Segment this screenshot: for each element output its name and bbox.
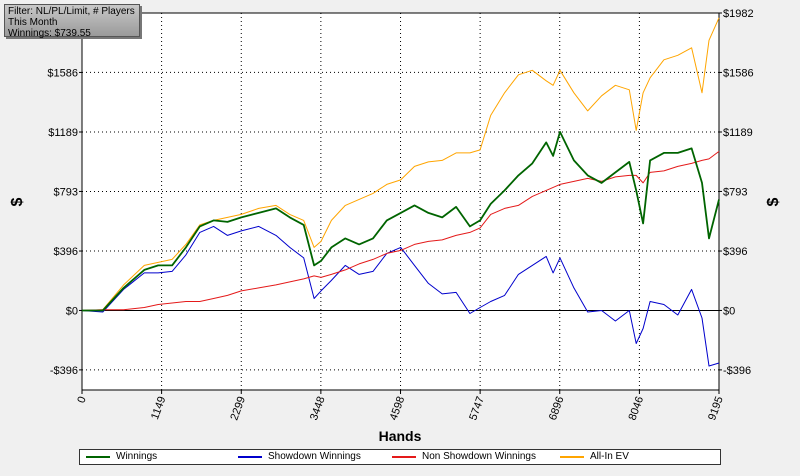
y-tick-label-right: -$396 — [723, 365, 751, 377]
series-line-showdown-winnings — [81, 225, 720, 367]
x-tick-label: 2299 — [228, 395, 248, 422]
legend-label: All-In EV — [590, 451, 629, 462]
filter-line: Filter: NL/PL/Limit, # Players — [8, 6, 135, 17]
x-tick-label: 6896 — [547, 395, 567, 422]
x-tick-label: 1149 — [149, 395, 168, 421]
legend-label: Non Showdown Winnings — [422, 451, 536, 462]
legend-swatch — [560, 456, 584, 458]
y-tick-label-right: $0 — [723, 305, 735, 317]
y-tick-label-left: $793 — [54, 186, 78, 198]
filter-info-box: Filter: NL/PL/Limit, # Players This Mont… — [4, 4, 140, 39]
legend-swatch — [86, 456, 110, 458]
y-tick-label-left: $0 — [66, 305, 78, 317]
y-tick-label-left: $1189 — [48, 127, 78, 139]
legend-label: Winnings — [116, 451, 158, 462]
legend-swatch — [392, 456, 416, 458]
legend-swatch — [238, 456, 262, 458]
y-tick-label-right: $1586 — [723, 67, 754, 79]
y-tick-label-right: $793 — [723, 186, 747, 198]
x-tick-label: 9195 — [706, 395, 726, 422]
y-tick-label-left: $1586 — [47, 67, 78, 79]
y-tick-label-right: $396 — [723, 246, 747, 258]
axis-ticks: 0 1149 2299 3448 4598 5747 6896 8046 9195 -$396 -$… — [47, 8, 753, 422]
y-tick-label-right: $1189 — [723, 127, 753, 139]
x-tick-label: 5747 — [467, 395, 487, 422]
y-tick-label-left: $396 — [54, 246, 78, 258]
x-tick-label: 0 — [75, 395, 88, 405]
x-tick-label: 4598 — [388, 395, 408, 422]
series-line-non-showdown-winnings — [81, 150, 720, 311]
y-tick-label-left: -$396 — [50, 365, 78, 377]
y-tick-label-right: $1982 — [723, 8, 754, 20]
x-tick-label: 8046 — [627, 395, 647, 422]
series-line-winnings — [82, 130, 720, 312]
y-axis-title-right: $ — [765, 197, 782, 206]
x-tick-label: 3448 — [308, 395, 328, 422]
winnings-line: Winnings: $739.55 — [8, 28, 91, 39]
x-axis-title: Hands — [379, 428, 422, 444]
y-axis-title-left: $ — [9, 197, 26, 206]
series-layer — [81, 17, 720, 367]
period-line: This Month — [8, 17, 58, 28]
legend-label: Showdown Winnings — [268, 451, 361, 462]
legend: Winnings Showdown Winnings Non Showdown … — [79, 449, 721, 465]
